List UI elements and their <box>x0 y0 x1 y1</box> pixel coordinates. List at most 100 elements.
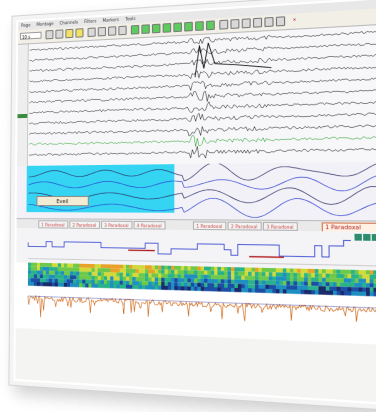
zoom-icon[interactable] <box>88 27 96 37</box>
spectrogram-cell <box>85 272 88 276</box>
stage-tab[interactable]: 4 Paradoxal <box>134 221 166 230</box>
spectrogram-cell <box>129 277 132 281</box>
previous-icon[interactable] <box>354 234 361 241</box>
spectrogram-cell <box>351 274 355 278</box>
stage-tab[interactable]: 2 Paradoxal <box>228 222 262 231</box>
spectrogram-cell <box>174 266 177 270</box>
spectrogram-cell <box>329 282 333 286</box>
spectrogram-cell <box>279 285 283 289</box>
spectrogram-cell <box>139 281 142 285</box>
spectrogram-cell <box>49 267 52 271</box>
save-icon[interactable] <box>253 18 262 28</box>
spectrogram-cell <box>110 280 113 284</box>
spectrogram-cell <box>148 265 151 269</box>
record-icon[interactable] <box>163 23 172 33</box>
spectrogram-cell <box>174 282 177 286</box>
spectrogram-cell <box>178 270 181 274</box>
spectrogram-cell <box>85 268 88 272</box>
activity-trace-line <box>28 296 376 332</box>
stage-tab[interactable]: 3 Paradoxal <box>263 222 298 231</box>
spectrogram-cell <box>76 275 79 279</box>
spectrogram-cell <box>191 266 194 270</box>
spectrogram-cell <box>161 266 164 270</box>
marker-icon[interactable] <box>195 21 204 31</box>
tool-icon[interactable] <box>276 16 285 26</box>
navigation-controls <box>354 234 376 241</box>
stage-tab[interactable]: 1 Paradoxal <box>193 221 226 230</box>
spectrogram-cell <box>158 278 161 282</box>
rewind-icon[interactable] <box>152 24 161 34</box>
pause-icon[interactable] <box>184 22 193 32</box>
spectrogram-cell <box>344 278 348 282</box>
report-icon[interactable] <box>230 19 239 29</box>
spectrogram-cell <box>201 279 204 283</box>
spectrogram-cell <box>286 268 290 272</box>
hypnogram-line <box>28 236 351 257</box>
stage-label-eveil[interactable]: Eveil <box>36 196 88 206</box>
spectrogram-cell <box>55 279 58 283</box>
filter-icon[interactable] <box>108 26 116 36</box>
spectrogram-cell <box>116 276 119 280</box>
spectrogram-cell <box>92 268 95 272</box>
stage-tab[interactable]: 3 Paradoxal <box>101 221 132 230</box>
montage-icon[interactable] <box>98 27 106 37</box>
spectrogram-cell <box>79 272 82 276</box>
spectrogram-cell <box>366 274 370 278</box>
nav-icon[interactable] <box>45 30 53 39</box>
spectrogram-cell <box>241 267 244 271</box>
spectrogram-cell <box>228 271 231 275</box>
activity-trace-panel <box>16 286 376 346</box>
spectrogram-cell <box>104 264 107 268</box>
spectrogram-cell <box>272 276 276 280</box>
spectrogram-cell <box>358 270 362 274</box>
spectrogram-cell <box>248 276 251 280</box>
camera-icon[interactable] <box>219 20 228 30</box>
spectrogram-cell <box>211 279 214 283</box>
settings-icon[interactable] <box>264 17 273 27</box>
annotate-icon[interactable] <box>206 20 215 30</box>
spectrogram-cell <box>181 270 184 274</box>
list-icon[interactable] <box>55 29 63 38</box>
stage-tab[interactable]: 2 Paradoxal <box>69 220 100 229</box>
spectrogram-cell <box>286 281 290 285</box>
spectrogram-cell <box>318 273 322 277</box>
spectrogram-cell <box>76 271 79 275</box>
next-icon[interactable] <box>372 234 376 241</box>
spectrogram-cell <box>344 287 348 291</box>
spectrogram-cell <box>85 276 88 280</box>
spectrogram-cell <box>241 284 244 288</box>
spectrogram-cell <box>272 285 276 289</box>
spectrogram-cell <box>315 286 319 290</box>
stage-tab[interactable]: 1 Paradoxal <box>38 220 68 228</box>
spectrogram-cell <box>73 267 76 271</box>
spectrogram-cell <box>217 267 220 271</box>
spectrogram-cell <box>158 270 161 274</box>
spectrogram-cell <box>58 271 61 275</box>
channel-icon[interactable] <box>118 26 126 36</box>
spectrogram-cell <box>164 282 167 286</box>
print-icon[interactable] <box>242 18 251 28</box>
spectrogram-cell <box>161 270 164 274</box>
spectrogram-cell <box>301 281 305 285</box>
spectrogram-cell <box>40 267 43 271</box>
close-icon[interactable]: ✕ <box>290 15 299 25</box>
time-scale-select[interactable]: 10 s <box>20 32 42 40</box>
amplitude-icon[interactable] <box>65 29 73 38</box>
play-icon[interactable] <box>131 25 139 35</box>
spectrogram-cell <box>224 279 227 283</box>
spectrogram-cell <box>55 275 58 279</box>
time-icon[interactable] <box>75 28 83 38</box>
step-icon[interactable] <box>173 22 182 32</box>
spectrogram-cell <box>362 279 366 283</box>
spectrogram-cell <box>269 272 273 276</box>
spectrogram-cell <box>123 281 126 285</box>
channel-selector-marker[interactable] <box>17 114 27 118</box>
spectrogram-cell <box>126 281 129 285</box>
fast-forward-icon[interactable] <box>141 24 149 34</box>
spectrogram-cell <box>234 267 237 271</box>
spectrogram-cell <box>49 279 52 283</box>
play-icon[interactable] <box>363 234 370 241</box>
spectrogram-cell <box>191 274 194 278</box>
spectrogram-cell <box>101 264 104 268</box>
spectrogram-cell <box>40 274 43 278</box>
